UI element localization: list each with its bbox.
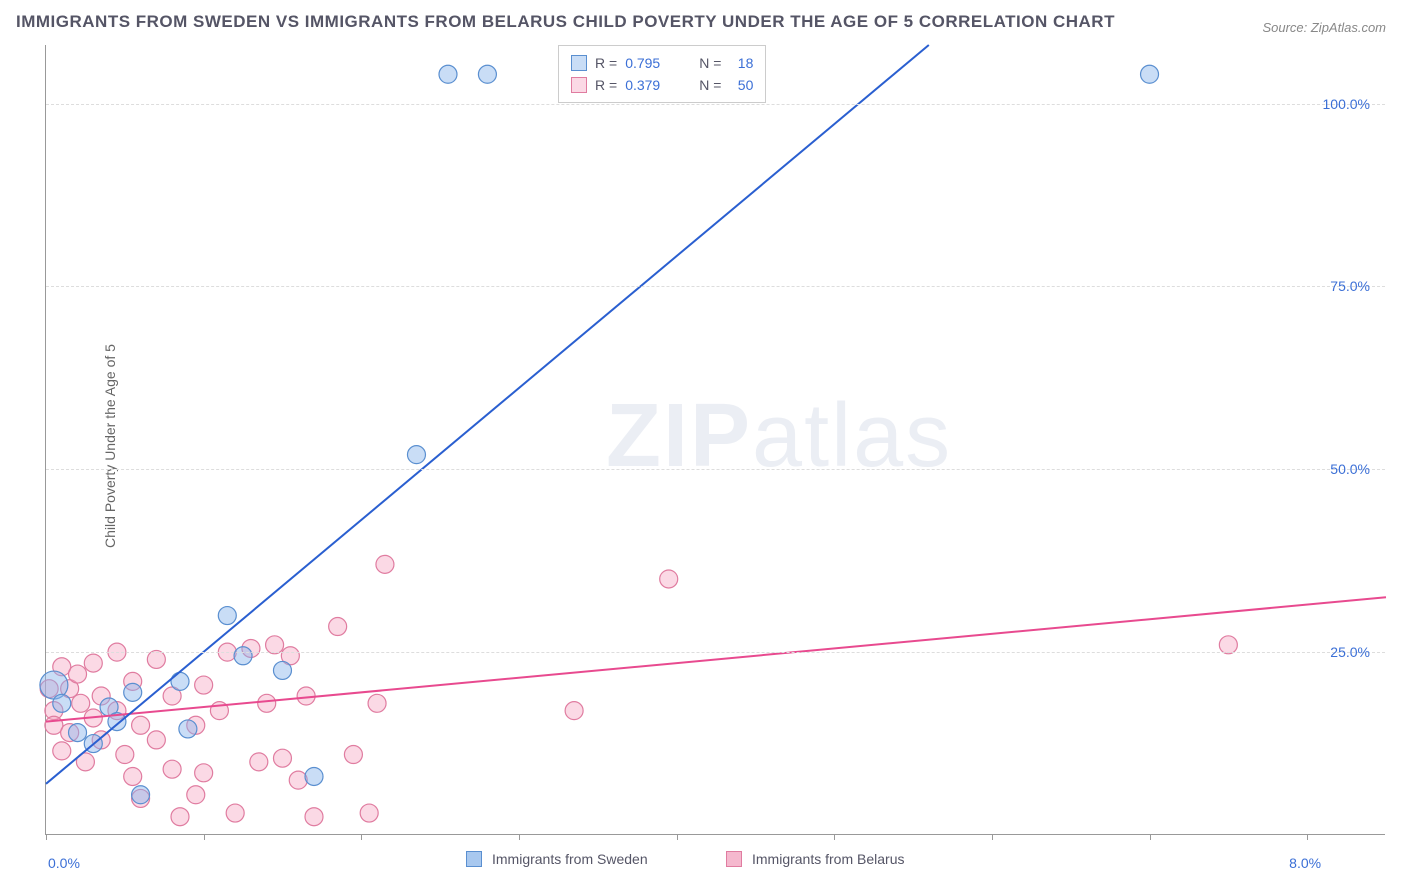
series-legend-item: Immigrants from Belarus [726,851,904,867]
x-tick-mark [1307,834,1308,840]
data-point [305,767,323,785]
y-tick-label: 75.0% [1330,278,1370,294]
data-point [84,654,102,672]
legend-r-value: 0.795 [625,52,673,74]
x-tick-mark [677,834,678,840]
x-tick-label: 0.0% [48,855,80,871]
y-tick-label: 50.0% [1330,461,1370,477]
data-point [439,65,457,83]
legend-r-label: R = [595,52,617,74]
x-tick-mark [361,834,362,840]
source-label: Source: ZipAtlas.com [1262,20,1386,35]
data-point [147,650,165,668]
data-point [116,746,134,764]
legend-row: R = 0.379 N = 50 [571,74,753,96]
correlation-legend: R = 0.795 N = 18 R = 0.379 N = 50 [558,45,766,103]
data-point [69,724,87,742]
legend-n-value: 50 [729,74,753,96]
data-point [226,804,244,822]
data-point [273,661,291,679]
series-legend-item: Immigrants from Sweden [466,851,648,867]
data-point [329,618,347,636]
x-tick-mark [834,834,835,840]
legend-r-label: R = [595,74,617,96]
legend-swatch [726,851,742,867]
plot-area: ZIPatlas 25.0%50.0%75.0%100.0%0.0%8.0%R … [45,45,1385,835]
data-point [53,694,71,712]
data-point [376,555,394,573]
data-point [478,65,496,83]
x-tick-mark [992,834,993,840]
data-point [250,753,268,771]
legend-swatch [466,851,482,867]
gridline [46,286,1385,287]
data-point [132,716,150,734]
y-tick-label: 100.0% [1323,96,1370,112]
data-point [147,731,165,749]
x-tick-mark [519,834,520,840]
x-tick-mark [204,834,205,840]
legend-n-value: 18 [729,52,753,74]
data-point [344,746,362,764]
legend-row: R = 0.795 N = 18 [571,52,753,74]
data-point [163,760,181,778]
legend-r-value: 0.379 [625,74,673,96]
data-point [1141,65,1159,83]
y-tick-label: 25.0% [1330,644,1370,660]
data-point [69,665,87,683]
data-point [124,683,142,701]
data-point [407,446,425,464]
data-point [368,694,386,712]
data-point [565,702,583,720]
data-point [132,786,150,804]
data-point [305,808,323,826]
data-point [234,647,252,665]
gridline [46,652,1385,653]
data-point [53,742,71,760]
data-point [171,808,189,826]
series-legend-label: Immigrants from Sweden [492,851,648,867]
series-legend-label: Immigrants from Belarus [752,851,904,867]
data-point [195,676,213,694]
legend-n-label: N = [699,74,721,96]
data-point [258,694,276,712]
legend-n-label: N = [699,52,721,74]
x-tick-label: 8.0% [1289,855,1321,871]
chart-title: IMMIGRANTS FROM SWEDEN VS IMMIGRANTS FRO… [16,12,1115,32]
data-point [171,672,189,690]
x-tick-mark [46,834,47,840]
gridline [46,104,1385,105]
data-point [124,767,142,785]
data-point [266,636,284,654]
data-point [187,786,205,804]
legend-swatch [571,55,587,71]
data-point [273,749,291,767]
legend-swatch [571,77,587,93]
chart-svg [46,45,1385,834]
data-point [195,764,213,782]
data-point [360,804,378,822]
x-tick-mark [1150,834,1151,840]
data-point [289,771,307,789]
data-point [218,607,236,625]
data-point [1219,636,1237,654]
data-point [660,570,678,588]
data-point [72,694,90,712]
regression-line [46,45,929,784]
data-point [179,720,197,738]
gridline [46,469,1385,470]
